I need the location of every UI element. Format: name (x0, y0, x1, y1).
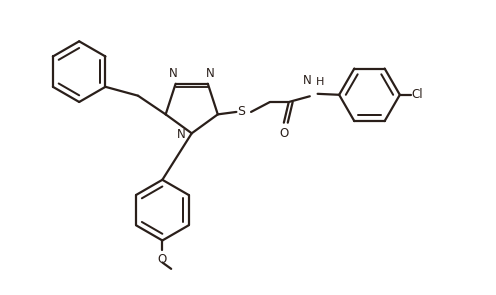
Text: N: N (303, 74, 312, 87)
Text: N: N (177, 128, 186, 141)
Text: S: S (237, 105, 246, 118)
Text: Cl: Cl (412, 88, 423, 101)
Text: H: H (315, 78, 324, 87)
Text: N: N (169, 67, 178, 80)
Text: N: N (206, 67, 215, 80)
Text: O: O (279, 127, 289, 140)
Text: O: O (158, 253, 167, 266)
